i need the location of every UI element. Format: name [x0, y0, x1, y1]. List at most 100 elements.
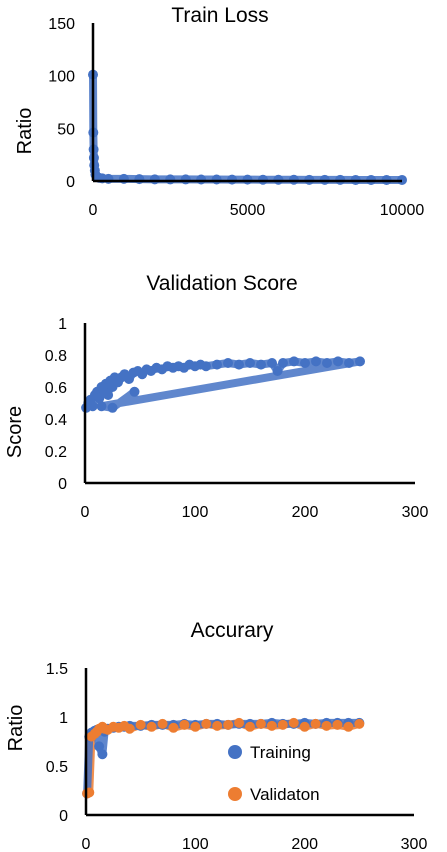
legend-label-training: Training [250, 743, 311, 762]
y-tick-label: 1 [58, 316, 67, 333]
train-loss-point [134, 174, 144, 184]
y-tick-label: 150 [48, 16, 75, 33]
validaton-point [190, 722, 200, 732]
validaton-point [311, 719, 321, 729]
x-tick-label: 0 [82, 836, 91, 852]
validaton-point [322, 721, 332, 731]
validaton-point [289, 718, 299, 728]
y-tick-label: 100 [48, 69, 75, 86]
validaton-point [234, 718, 244, 728]
y-tick-label: 0 [58, 476, 67, 493]
y-tick-label: 0 [66, 174, 75, 191]
validaton-point [223, 720, 233, 730]
train-loss-points [88, 70, 407, 185]
validaton-point [332, 720, 342, 730]
validation-score-point [322, 358, 332, 368]
training-point-band [87, 723, 359, 794]
validation-score-point [256, 360, 266, 370]
validation-score-point [311, 356, 321, 366]
y-tick-label: 0.4 [45, 412, 67, 429]
validation-score-point [88, 401, 98, 411]
y-tick-label: 0.8 [45, 348, 67, 365]
validation-score-point [201, 361, 211, 371]
chart-title: Train Loss [171, 4, 268, 27]
x-tick-label: 0 [89, 202, 98, 219]
y-axis-label: Ratio [5, 705, 27, 752]
validation-score-point [97, 401, 107, 411]
validaton-point [158, 719, 168, 729]
chart-title: Validation Score [146, 272, 297, 295]
x-tick-label: 5000 [230, 202, 266, 219]
legend: Training Validaton [228, 743, 320, 804]
y-tick-label: 1.5 [46, 661, 68, 678]
validaton-point [354, 719, 364, 729]
legend-marker-validaton [228, 787, 242, 801]
validaton-point [267, 721, 277, 731]
train-loss-point [181, 174, 191, 184]
validation-score-point [278, 358, 288, 368]
validation-score-points [81, 356, 365, 412]
legend-marker-training [228, 745, 242, 759]
validation-score-point [212, 360, 222, 370]
y-tick-labels: 0 0.5 1 1.5 [46, 661, 68, 825]
validation-score-point [130, 387, 140, 397]
x-tick-labels: 0 5000 10000 [89, 202, 425, 219]
validation-score-point [108, 403, 118, 413]
validation-score-point [344, 358, 354, 368]
accuracy-points [82, 718, 364, 799]
y-axis-label: Ratio [14, 108, 36, 155]
validation-score-point [223, 358, 233, 368]
train-loss-point [289, 175, 299, 185]
y-tick-labels: 0 0.2 0.4 0.6 0.8 1 [45, 316, 67, 493]
y-axis-label: Score [4, 406, 26, 458]
y-tick-label: 0.6 [45, 380, 67, 397]
x-tick-label: 200 [292, 504, 319, 521]
x-tick-label: 300 [401, 836, 428, 852]
train-loss-point [150, 174, 160, 184]
train-loss-point [196, 175, 206, 185]
validation-score-point [234, 360, 244, 370]
x-tick-label: 10000 [380, 202, 425, 219]
validaton-point [343, 722, 353, 732]
train-loss-point [103, 174, 113, 184]
validaton-point [147, 722, 157, 732]
accuracy-chart: Accurary Ratio 0 0.5 1 1.5 0 100 200 300… [5, 619, 427, 852]
x-tick-label: 300 [402, 504, 429, 521]
validaton-point [168, 723, 178, 733]
train-loss-point-band [93, 75, 402, 180]
chart-title: Accurary [191, 619, 274, 642]
train-loss-chart: Train Loss Ratio 0 50 100 150 0 5000 100… [14, 4, 424, 219]
y-tick-label: 0.2 [45, 444, 67, 461]
train-loss-point [165, 174, 175, 184]
validaton-point-band [87, 723, 359, 794]
validation-score-point [355, 356, 365, 366]
validaton-point [278, 720, 288, 730]
train-loss-point [212, 175, 222, 185]
y-tick-label: 1 [59, 710, 68, 727]
validation-score-point [333, 356, 343, 366]
train-loss-point [243, 175, 253, 185]
validaton-point [201, 719, 211, 729]
validaton-point [136, 720, 146, 730]
y-tick-label: 50 [57, 121, 75, 138]
train-loss-point [119, 174, 129, 184]
validation-score-point [300, 358, 310, 368]
x-tick-label: 200 [291, 836, 318, 852]
x-tick-labels: 0 100 200 300 [82, 836, 428, 852]
x-tick-labels: 0 100 200 300 [81, 504, 429, 521]
x-tick-label: 100 [182, 504, 209, 521]
x-tick-label: 0 [81, 504, 90, 521]
legend-label-validaton: Validaton [250, 785, 320, 804]
validation-score-point [289, 356, 299, 366]
train-loss-point [258, 175, 268, 185]
validaton-point [256, 719, 266, 729]
validation-score-chart: Validation Score Score 0 0.2 0.4 0.6 0.8… [4, 272, 428, 521]
train-loss-point [227, 175, 237, 185]
validaton-point [179, 720, 189, 730]
validaton-point [212, 721, 222, 731]
validaton-point [245, 722, 255, 732]
training-point [97, 749, 107, 759]
x-tick-label: 100 [182, 836, 209, 852]
validation-score-point [245, 358, 255, 368]
